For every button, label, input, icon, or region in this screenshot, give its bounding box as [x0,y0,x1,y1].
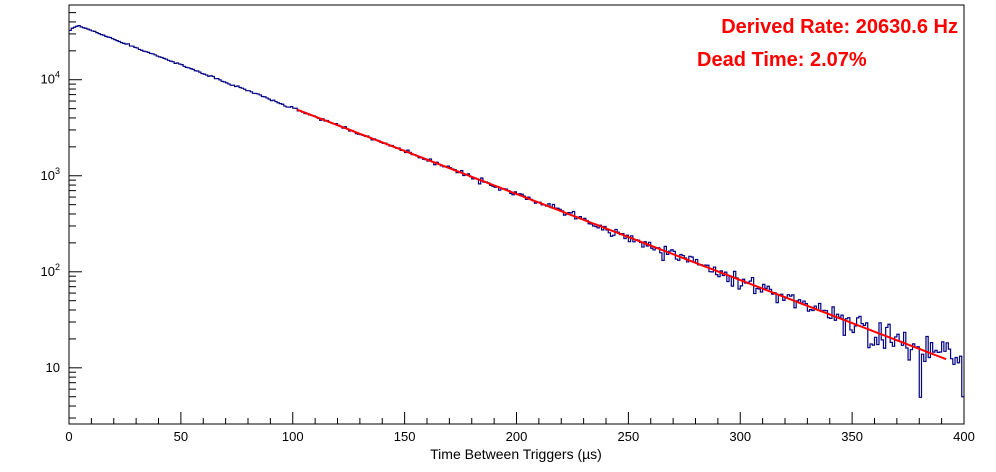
fit-line [296,108,947,361]
x-tick-label: 200 [506,429,528,444]
x-axis: 0 50 100 150 200 250 300 350 400 [65,412,975,444]
dead-time-label: Dead Time: 2.07% [697,49,867,71]
x-tick-label: 100 [282,429,304,444]
y-tick-label: 10 [46,360,60,375]
x-tick-label: 250 [618,429,640,444]
x-tick-label: 150 [394,429,416,444]
x-tick-label: 50 [174,429,188,444]
x-axis-title: Time Between Triggers (µs) [430,446,602,462]
series-layer [69,25,964,398]
derived-rate-label: Derived Rate: 20630.6 Hz [721,16,958,38]
x-tick-label: 350 [841,429,863,444]
x-tick-label: 300 [729,429,751,444]
x-tick-label: 400 [953,429,975,444]
x-tick-label: 0 [65,429,72,444]
